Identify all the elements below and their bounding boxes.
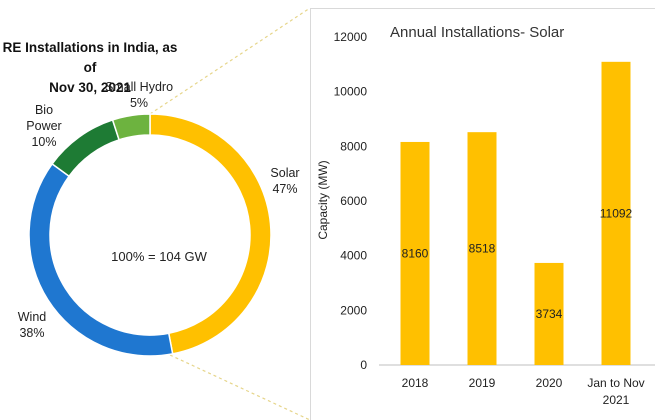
bar-series: 8160 8518 3734 11092 [400,61,633,366]
slice-pct-small-hydro: 5% [129,96,149,110]
slice-name-bio-line-1: Bio [34,103,54,117]
y-tick-10000: 10000 [334,85,368,99]
slice-pct-bio-power: 10% [31,135,57,149]
donut-slice-bio-power [51,118,121,178]
slice-name-bio-line-2: Power [26,119,62,133]
x-axis-ticks: 2018 2019 2020 Jan to Nov 2021 [402,376,645,407]
y-tick-12000: 12000 [334,30,368,44]
x-tick-2019: 2019 [469,376,496,390]
x-tick-2018: 2018 [402,376,429,390]
y-axis-ticks: 0 2000 4000 6000 8000 10000 12000 [334,30,368,372]
donut-slice-solar [149,113,272,355]
x-tick-2020: 2020 [536,376,563,390]
y-tick-0: 0 [360,358,367,372]
bar-2020 [534,262,564,365]
y-tick-6000: 6000 [340,194,367,208]
bar-2019 [467,132,497,365]
y-axis-label: Capacity (MW) [316,160,330,239]
label-solar: Solar 47% [264,165,306,197]
data-label-2018: 8160 [402,246,429,260]
y-tick-4000: 4000 [340,249,367,263]
slice-name-solar: Solar [270,166,300,180]
donut-center-label: 100% = 104 GW [111,249,207,264]
label-wind: Wind 38% [10,309,54,341]
donut-title-line-1: RE Installations in India, as of [2,40,178,75]
donut-chart-title: RE Installations in India, as of Nov 30,… [0,38,180,98]
donut-title-line-2: Nov 30, 2021 [49,80,131,95]
slice-pct-wind: 38% [19,326,45,340]
data-label-jan-to-nov-2021: 11092 [600,206,633,220]
donut-chart [28,113,272,357]
donut-slice-small-hydro [111,113,151,141]
bar-chart-title: Annual Installations- Solar [390,24,564,41]
label-small-hydro: Small Hydro 5% [96,79,182,111]
x-tick-jan-to-nov-2021: Jan to Nov 2021 [587,376,644,407]
bar-jan-to-nov-2021 [601,61,631,366]
zoom-connector-top [149,7,311,115]
slice-name-wind: Wind [17,310,47,324]
slice-pct-solar: 47% [272,182,298,196]
zoom-connector-bottom [169,354,311,420]
bar-2018 [400,141,430,365]
label-bio-power: Bio Power 10% [14,102,74,150]
bar-chart-panel [310,8,655,420]
data-label-2020: 3734 [536,307,563,321]
y-tick-2000: 2000 [340,303,367,317]
y-tick-8000: 8000 [340,139,367,153]
data-label-2019: 8518 [469,242,496,256]
slice-name-small-hydro: Small Hydro [104,80,174,94]
